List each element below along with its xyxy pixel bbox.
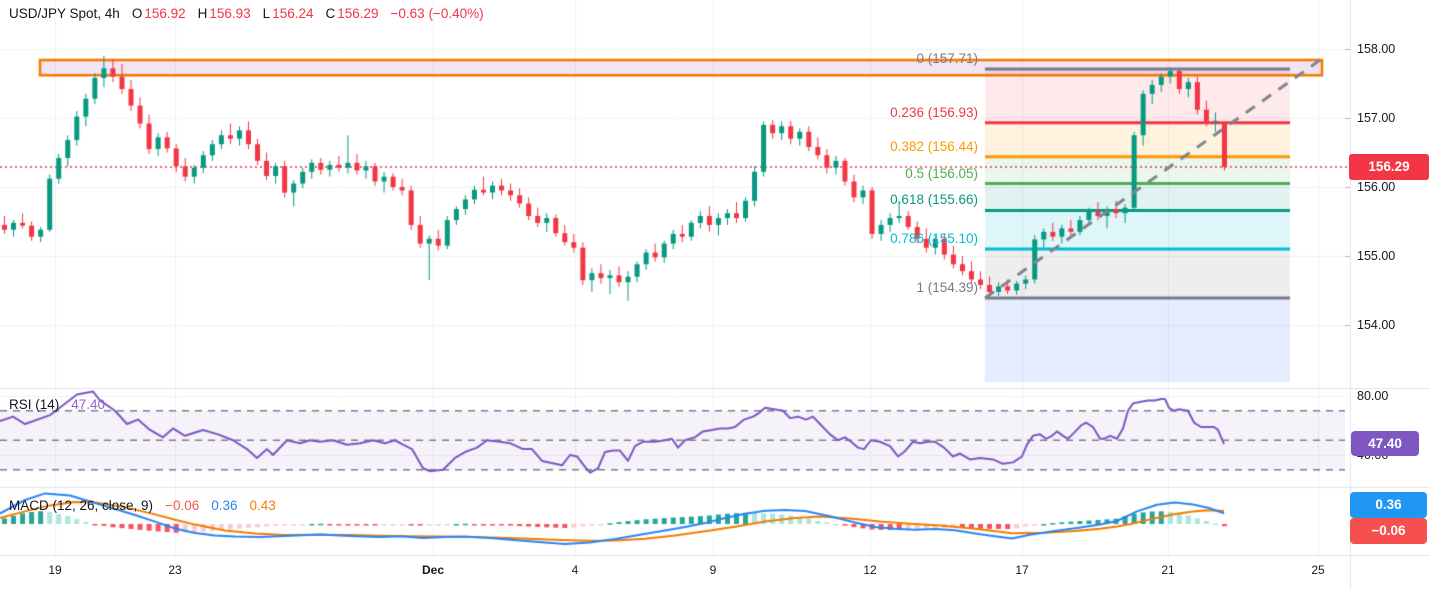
fib-label-1: 1 (154.39) xyxy=(916,280,978,296)
price-axis-label-156.00: 156.00 xyxy=(1357,180,1396,194)
time-axis-label-9: 9 xyxy=(709,563,717,577)
price-axis-label-155.00: 155.00 xyxy=(1357,249,1396,263)
macd-line-value: 0.36 xyxy=(211,498,238,513)
fib-label-0.786: 0.786 (155.10) xyxy=(890,231,978,247)
ohlc-open-value: 156.92 xyxy=(144,6,186,21)
time-axis-label-21: 21 xyxy=(1161,563,1175,577)
ohlc-open: O 156.92 xyxy=(131,6,186,21)
rsi-axis-label-80.00: 80.00 xyxy=(1357,389,1389,403)
symbol-legend: USD/JPY Spot, 4h O 156.92 H 156.93 L 156.24… xyxy=(9,6,484,21)
ohlc-close: C 156.29 xyxy=(325,6,379,21)
price-axis-label-154.00: 154.00 xyxy=(1357,318,1396,332)
rsi-value-badge: 47.40 xyxy=(1351,431,1419,456)
fib-label-0.236: 0.236 (156.93) xyxy=(890,104,978,120)
ohlc-low: L 156.24 xyxy=(262,6,314,21)
macd-hist-value: −0.06 xyxy=(165,498,200,513)
current-price-badge: 156.29 xyxy=(1349,154,1429,180)
macd-signal-value: 0.43 xyxy=(249,498,276,513)
time-axis-label-23: 23 xyxy=(168,563,182,577)
ohlc-close-value: 156.29 xyxy=(337,6,379,21)
change-value: −0.63 (−0.40%) xyxy=(390,6,484,21)
price-axis-label-158.00: 158.00 xyxy=(1357,42,1396,56)
time-axis-label-25: 25 xyxy=(1311,563,1325,577)
time-axis-label-4: 4 xyxy=(571,563,579,577)
ohlc-high-value: 156.93 xyxy=(209,6,251,21)
rsi-title: RSI (14) xyxy=(9,397,60,412)
fib-label-0: 0 (157.71) xyxy=(916,51,978,66)
fib-label-0.618: 0.618 (155.66) xyxy=(890,192,978,208)
ohlc-low-value: 156.24 xyxy=(272,6,314,21)
fib-label-0.382: 0.382 (156.44) xyxy=(890,138,978,154)
time-axis-label-12: 12 xyxy=(863,563,877,577)
rsi-value: 47.40 xyxy=(71,397,106,412)
time-axis-label-19: 19 xyxy=(48,563,62,577)
time-axis-label-Dec: Dec xyxy=(421,563,445,577)
rsi-legend: RSI (14) 47.40 xyxy=(9,397,105,412)
price-axis-label-157.00: 157.00 xyxy=(1357,111,1396,125)
fib-label-0.5: 0.5 (156.05) xyxy=(905,165,978,181)
macd-line-badge: 0.36 xyxy=(1350,492,1427,518)
macd-title: MACD (12, 26, close, 9) xyxy=(9,498,154,513)
macd-legend: MACD (12, 26, close, 9) −0.06 0.36 0.43 xyxy=(9,498,276,513)
time-axis-label-17: 17 xyxy=(1015,563,1029,577)
ohlc-high: H 156.93 xyxy=(197,6,251,21)
macd-hist-badge: −0.06 xyxy=(1350,518,1427,544)
symbol-title[interactable]: USD/JPY Spot, 4h xyxy=(9,6,120,21)
